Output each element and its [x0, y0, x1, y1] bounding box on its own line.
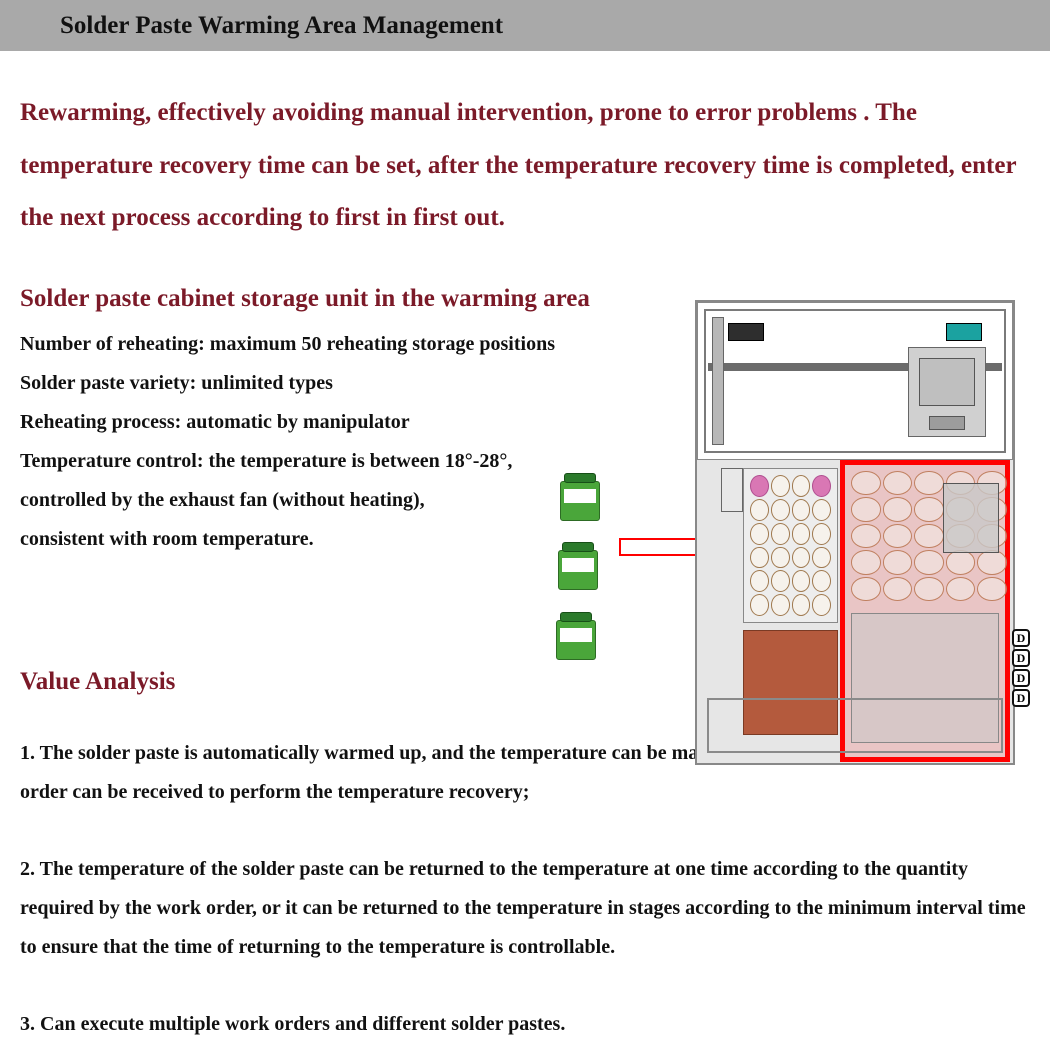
motor-block-icon [728, 323, 764, 341]
cabinet-top-compartment [697, 302, 1013, 460]
cabinet-base-frame [707, 698, 1003, 753]
solder-paste-jar-icon [560, 473, 600, 521]
spec-process: Reheating process: automatic by manipula… [20, 403, 660, 442]
page-title: Solder Paste Warming Area Management [60, 12, 503, 40]
spec-reheating: Number of reheating: maximum 50 reheatin… [20, 325, 660, 364]
cabinet-diagram [695, 300, 1015, 765]
storage-section-title: Solder paste cabinet storage unit in the… [20, 285, 660, 313]
value-item-3: 3. Can execute multiple work orders and … [20, 1005, 1030, 1044]
manipulator-head-icon [943, 483, 999, 553]
cabinet-outer-frame [695, 300, 1015, 765]
solder-paste-jar-icon [558, 542, 598, 590]
vertical-rail-icon [712, 317, 724, 445]
spec-variety: Solder paste variety: unlimited types [20, 364, 660, 403]
header-bar: Solder Paste Warming Area Management [0, 0, 1050, 51]
left-storage-tray [743, 468, 838, 623]
port-icon: D [1012, 649, 1030, 667]
side-device-icon [721, 468, 743, 512]
manipulator-carriage-icon [908, 347, 986, 437]
port-icon: D [1012, 629, 1030, 647]
port-icon: D [1012, 669, 1030, 687]
port-icon: D [1012, 689, 1030, 707]
solder-paste-jar-icon [556, 612, 596, 660]
value-item-2: 2. The temperature of the solder paste c… [20, 850, 1030, 967]
motor-block-icon [946, 323, 982, 341]
spec-list: Number of reheating: maximum 50 reheatin… [20, 325, 660, 559]
intro-paragraph: Rewarming, effectively avoiding manual i… [20, 87, 1030, 245]
